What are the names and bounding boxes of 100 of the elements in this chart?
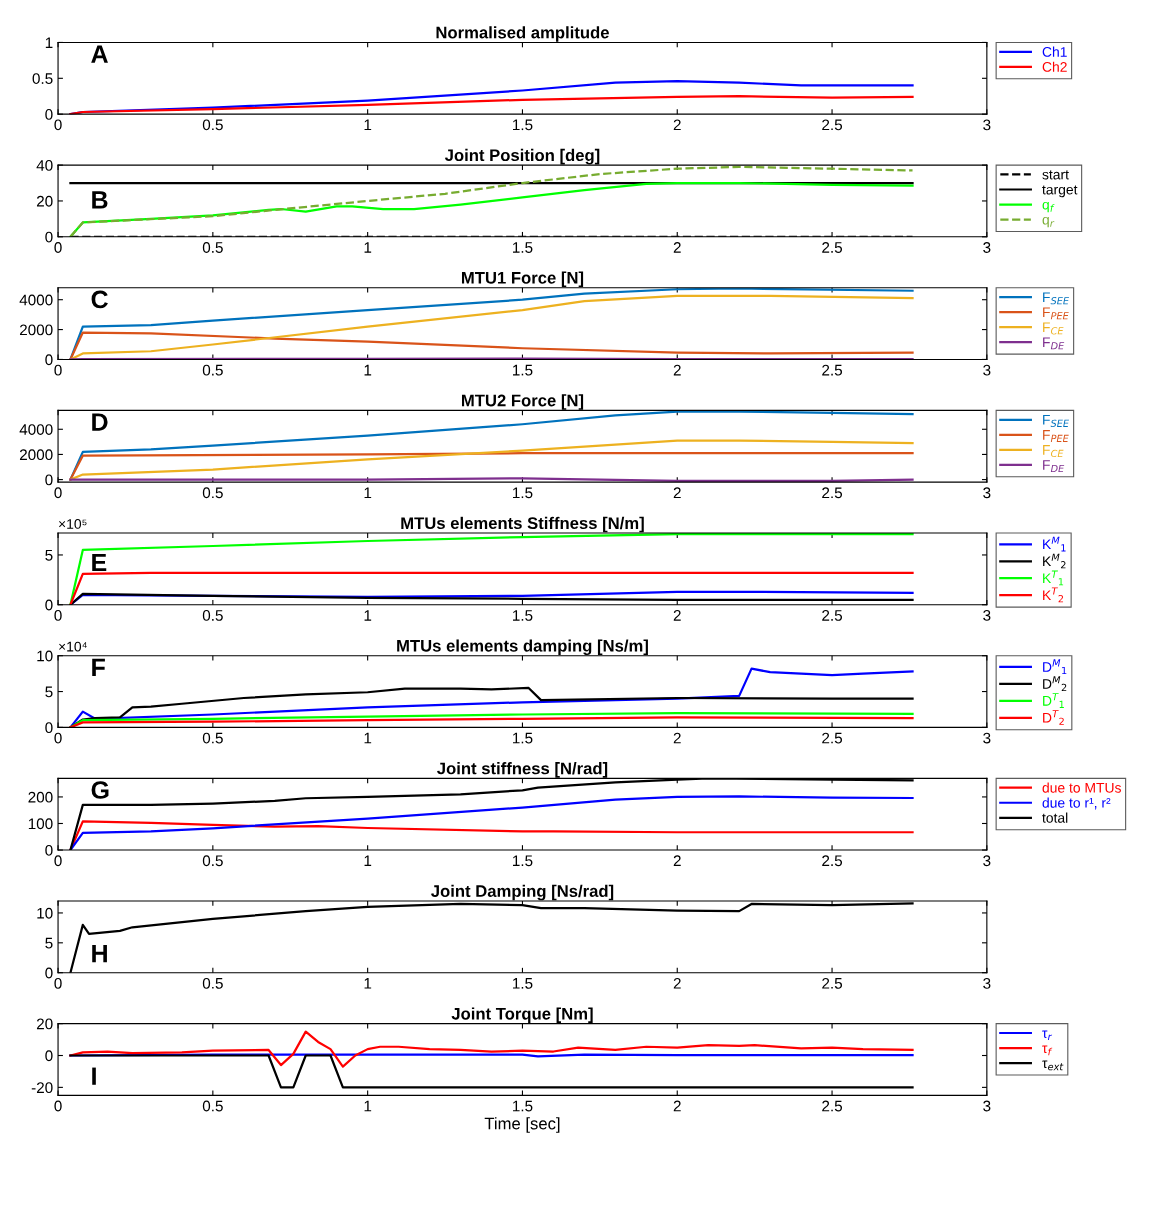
line-series — [69, 533, 914, 605]
x-tick-label: 2 — [673, 364, 681, 376]
x-tick-label: 0 — [54, 487, 62, 499]
x-tick-label: 1.5 — [513, 610, 533, 621]
legend-label: F$_{DE}$ — [1043, 337, 1065, 350]
chart-title: MTUs elements damping [Ns/m] — [397, 639, 648, 656]
x-tick-label: 2 — [673, 610, 681, 621]
x-tick-label: 2.5 — [822, 1100, 843, 1112]
text: due to MTUs — [1042, 782, 1121, 793]
legend-label: τ$_{f}$ — [1042, 1045, 1053, 1056]
x-tick-label: 1 — [364, 119, 372, 131]
annotation: I — [92, 1067, 96, 1085]
x-tick-label: 2.5 — [822, 364, 843, 376]
legend-label: q$_{f}$ — [1042, 201, 1055, 213]
x-tick-label: 2.5 — [822, 119, 843, 131]
x-tick-label: 1 — [364, 610, 372, 621]
x-tick-label: 3 — [983, 364, 991, 376]
text: D$^{M}$$_{1}$ — [1043, 659, 1067, 675]
text: D$^{T}$$_{1}$ — [1043, 693, 1064, 708]
legend-label: K$^{T}$$_{1}$ — [1043, 570, 1064, 586]
annotation: D — [92, 413, 108, 431]
x-tick-label: 3 — [983, 242, 991, 253]
x-tick-label: 1 — [364, 242, 372, 253]
y-tick-label: 0 — [45, 354, 53, 366]
x-tick-label: 1 — [364, 855, 372, 866]
legend-label: τ$_{r}$ — [1042, 1030, 1053, 1041]
legend-label: Ch1 — [1042, 46, 1067, 57]
line-series — [69, 331, 914, 360]
chart-title: MTU2 Force [N] — [461, 394, 584, 410]
x-tick-label: 2.5 — [822, 732, 843, 744]
y-tick-label: 0 — [45, 844, 53, 856]
x-tick-label: 2.5 — [822, 855, 843, 867]
y-tick-label: 4000 — [19, 294, 53, 306]
chart-title: Joint Position [deg] — [444, 148, 600, 165]
y-tick-label: -20 — [31, 1082, 53, 1094]
x-tick-label: 1.5 — [513, 487, 533, 499]
annotation: C — [91, 290, 108, 309]
x-tick-label: 0 — [54, 732, 62, 744]
legend-label: D$^{T}$$_{2}$ — [1043, 710, 1064, 725]
x-tick-label: 2 — [673, 242, 681, 253]
y-tick-label: 10 — [37, 907, 53, 919]
y-tick-label: 0.5 — [32, 73, 53, 84]
x-tick-label: 1 — [364, 732, 372, 744]
x-tick-label: 1.5 — [513, 242, 533, 253]
x-tick-label: 0 — [54, 855, 62, 867]
annotation: B — [92, 191, 108, 209]
x-tick-label: 0 — [54, 119, 62, 131]
legend-label: target — [1042, 185, 1078, 198]
y-tick-label: 0 — [45, 474, 53, 486]
x-tick-label: 0 — [54, 1100, 62, 1112]
x-tick-label: 3 — [983, 610, 991, 621]
x-tick-label: 1.5 — [513, 119, 533, 131]
text: due to r¹, r² — [1042, 797, 1111, 810]
x-tick-label: 1 — [364, 978, 372, 989]
x-tick-label: 1.5 — [513, 978, 533, 989]
text: ×10⁴ — [59, 641, 87, 652]
annotation: E — [92, 553, 107, 572]
legend-label: τ$_{ext}$ — [1042, 1060, 1064, 1071]
y-tick-label: 0 — [45, 1050, 53, 1062]
text: F$_{PEE}$ — [1043, 430, 1069, 442]
y-tick-label: 5 — [45, 937, 53, 949]
x-tick-label: 3 — [983, 977, 991, 989]
text: ×10⁵ — [59, 519, 87, 529]
annotation: H — [92, 944, 107, 963]
x-tick-label: 2.5 — [822, 977, 843, 989]
annotation: A — [91, 45, 108, 63]
x-tick-label: 0 — [54, 242, 62, 253]
y-tick-label: 2000 — [19, 324, 53, 336]
x-tick-label: 2 — [673, 855, 681, 866]
legend-label: K$^{M}$$_{2}$ — [1043, 553, 1066, 569]
x-tick-label: 0.5 — [202, 610, 223, 621]
x-tick-label: 3 — [983, 732, 991, 744]
x-tick-label: 0.5 — [202, 364, 223, 376]
x-tick-label: 1.5 — [513, 364, 533, 376]
chart-title: MTUs elements Stiffness [N/m] — [401, 516, 644, 533]
text: total — [1042, 812, 1068, 823]
legend-label: K$^{M}$$_{1}$ — [1043, 536, 1066, 552]
y-tick-label: 0 — [45, 599, 53, 611]
y-tick-label: 0 — [45, 722, 53, 734]
x-tick-label: 2.5 — [822, 242, 843, 253]
line-series — [69, 165, 914, 237]
x-tick-label: 0.5 — [202, 855, 223, 867]
line-series — [69, 711, 914, 728]
x-tick-label: 0 — [54, 364, 62, 376]
y-tick-label: 20 — [36, 195, 53, 207]
y-tick-label: 1 — [45, 37, 53, 48]
legend-label: F$_{CE}$ — [1043, 322, 1064, 335]
legend-label: F$_{DE}$ — [1043, 460, 1065, 472]
chart-title: Normalised amplitude — [436, 26, 609, 42]
y-tick-label: 100 — [28, 818, 53, 830]
y-tick-label: 10 — [37, 650, 53, 662]
x-tick-label: 0.5 — [202, 1100, 223, 1112]
x-tick-label: 2.5 — [822, 610, 843, 621]
legend-label: F$_{PEE}$ — [1043, 307, 1069, 320]
y-tick-label: 5 — [45, 686, 53, 698]
y-tick-label: 0 — [45, 109, 53, 120]
x-tick-label: 3 — [983, 487, 991, 499]
x-tick-label: 0 — [54, 610, 62, 621]
x-tick-label: 1.5 — [513, 855, 533, 867]
x-tick-label: 1.5 — [513, 732, 533, 744]
